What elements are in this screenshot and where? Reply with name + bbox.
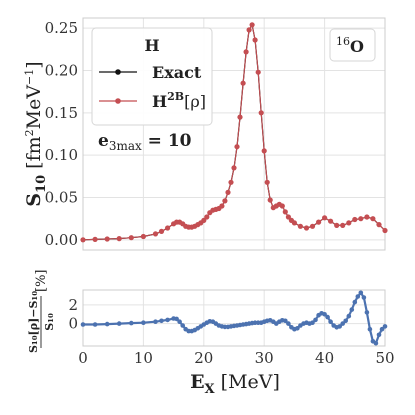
- top-panel-frame: [82, 17, 386, 251]
- top-series-point: [322, 215, 328, 221]
- top-series-point: [334, 222, 340, 228]
- top-y-tick-label: 0.00: [45, 231, 78, 249]
- top-series-point: [240, 80, 246, 86]
- legend-swatch-h2b-marker: [115, 98, 121, 104]
- top-series-point: [92, 236, 98, 242]
- x-tick-label: 30: [255, 349, 274, 367]
- bottom-y-label-numerator: S₁₀[ρ]−S₁₀: [27, 291, 40, 353]
- x-tick-label: 50: [375, 349, 394, 367]
- x-tick-label: 20: [194, 349, 213, 367]
- top-series-point: [231, 165, 237, 171]
- nucleus-label: 16O: [329, 28, 376, 62]
- legend-label-exact: Exact: [152, 63, 202, 82]
- legend-swatch-exact-marker: [115, 69, 121, 75]
- top-series-point: [234, 144, 240, 150]
- top-series-point: [246, 27, 252, 33]
- bottom-panel-grid: [82, 290, 386, 346]
- top-series-point: [255, 69, 261, 75]
- bottom-y-label-percent: [%]: [34, 270, 49, 293]
- top-series-point: [219, 203, 225, 209]
- top-series-point: [80, 237, 86, 243]
- top-series-point: [252, 37, 258, 43]
- top-series: [80, 22, 388, 243]
- bottom-x-ticks: 0 10 20 30 40 50: [78, 349, 394, 367]
- bottom-y-axis-label: S₁₀[ρ]−S₁₀ S₁₀ [%]: [27, 270, 56, 354]
- top-series-point: [382, 227, 388, 234]
- top-series-point: [128, 235, 134, 241]
- bottom-y-label-denominator: S₁₀: [43, 313, 56, 331]
- top-series-point: [204, 214, 210, 220]
- nucleus-label-box: [329, 28, 376, 62]
- top-series-point: [104, 236, 110, 242]
- top-y-tick-label: 0.10: [45, 146, 78, 164]
- bottom-series: [80, 290, 388, 346]
- top-series-point: [201, 217, 207, 223]
- e3max-annotation: e3max = 10: [98, 131, 192, 153]
- top-series-point: [303, 225, 310, 231]
- top-series-point: [352, 216, 358, 223]
- bottom-series-line: [83, 290, 386, 345]
- top-y-axis-label: S10 [fm2MeV−1]: [23, 61, 49, 206]
- top-series-point: [358, 216, 364, 222]
- bottom-y-ticks: 02: [68, 296, 78, 333]
- top-series-point: [264, 179, 270, 185]
- top-series-point: [225, 189, 231, 195]
- legend: H Exact H2B[ρ]: [91, 27, 213, 126]
- top-series-point: [297, 223, 303, 229]
- top-series-point: [258, 110, 264, 116]
- top-y-tick-label: 0.20: [45, 61, 78, 79]
- bottom-y-tick-label: 2: [68, 296, 78, 314]
- top-series-point: [370, 216, 376, 222]
- top-series-point: [165, 225, 171, 231]
- top-y-ticks: 0.00 0.05 0.10 0.15 0.20 0.25: [45, 19, 78, 249]
- x-axis-label: EX [MeV]: [190, 371, 280, 397]
- top-series-point: [364, 214, 370, 220]
- legend-title: H: [144, 36, 159, 55]
- top-series-point: [228, 179, 234, 185]
- top-series-point: [340, 222, 346, 228]
- top-series-point: [309, 223, 316, 229]
- top-y-tick-label: 0.05: [45, 189, 78, 207]
- x-tick-label: 0: [78, 349, 88, 367]
- legend-label-h2b: H2B[ρ]: [152, 90, 206, 111]
- top-series-point: [267, 197, 273, 203]
- top-series-point: [328, 218, 334, 224]
- bottom-panel-frame: [82, 289, 386, 347]
- top-series-point: [261, 148, 267, 154]
- nucleus-label-text: 16O: [336, 35, 364, 56]
- top-series-point: [152, 231, 159, 237]
- top-series-point: [140, 233, 146, 240]
- top-series-point: [237, 114, 243, 120]
- top-series-point: [285, 214, 291, 220]
- top-series-point: [282, 209, 288, 215]
- top-series-point: [249, 22, 255, 28]
- top-series-point: [243, 49, 249, 55]
- bottom-y-tick-label: 0: [68, 315, 78, 333]
- x-tick-label: 40: [315, 349, 334, 367]
- top-series-point: [116, 236, 122, 242]
- top-y-tick-label: 0.25: [45, 19, 78, 37]
- top-y-tick-label: 0.15: [45, 104, 78, 122]
- top-series-point: [279, 203, 285, 209]
- top-series-point: [316, 219, 322, 225]
- top-series-point: [376, 222, 382, 228]
- top-series-point: [291, 220, 297, 226]
- top-series-point: [158, 228, 165, 234]
- top-series-point: [222, 198, 228, 204]
- top-series-point: [346, 220, 352, 226]
- x-tick-label: 10: [134, 349, 153, 367]
